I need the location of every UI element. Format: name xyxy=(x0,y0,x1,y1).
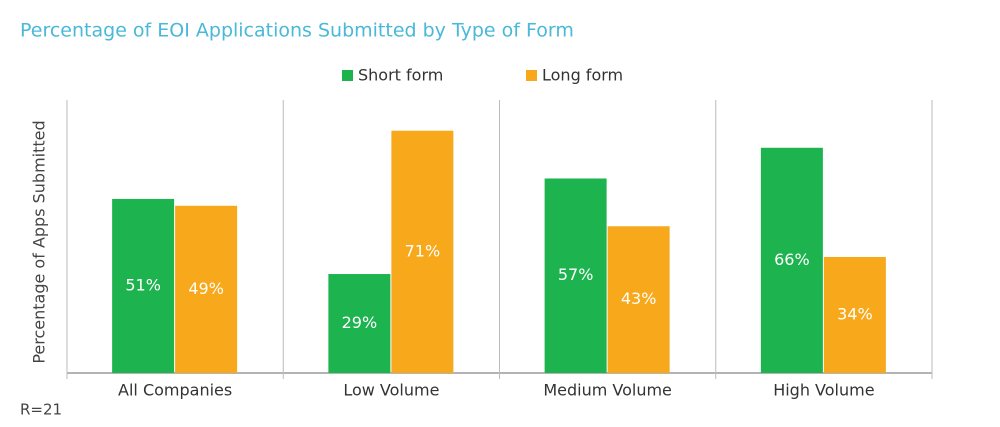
x-tick-label: All Companies xyxy=(118,381,232,400)
data-label: 57% xyxy=(558,265,594,284)
data-label: 66% xyxy=(774,250,810,269)
y-axis-label: Percentage of Apps Submitted xyxy=(30,120,49,363)
x-tick-label: Medium Volume xyxy=(543,381,672,400)
bar xyxy=(607,226,670,373)
legend-swatch xyxy=(526,70,537,81)
data-label: 49% xyxy=(188,279,224,298)
bar xyxy=(112,198,175,373)
x-tick-label: Low Volume xyxy=(343,381,439,400)
bar xyxy=(175,205,238,373)
bar xyxy=(391,130,454,373)
legend-swatch xyxy=(342,70,353,81)
data-label: 51% xyxy=(125,275,161,294)
legend-label: Long form xyxy=(542,66,623,85)
annotation: R=21 xyxy=(20,401,62,419)
bar xyxy=(760,147,823,373)
chart-title: Percentage of EOI Applications Submitted… xyxy=(20,20,574,42)
bar xyxy=(328,274,391,373)
data-label: 71% xyxy=(405,241,441,260)
bar xyxy=(823,256,886,373)
x-tick-label: High Volume xyxy=(773,381,874,400)
data-label: 29% xyxy=(342,313,378,332)
legend-label: Short form xyxy=(358,66,443,85)
data-label: 43% xyxy=(621,289,657,308)
data-label: 34% xyxy=(837,304,873,323)
bar xyxy=(544,178,607,373)
